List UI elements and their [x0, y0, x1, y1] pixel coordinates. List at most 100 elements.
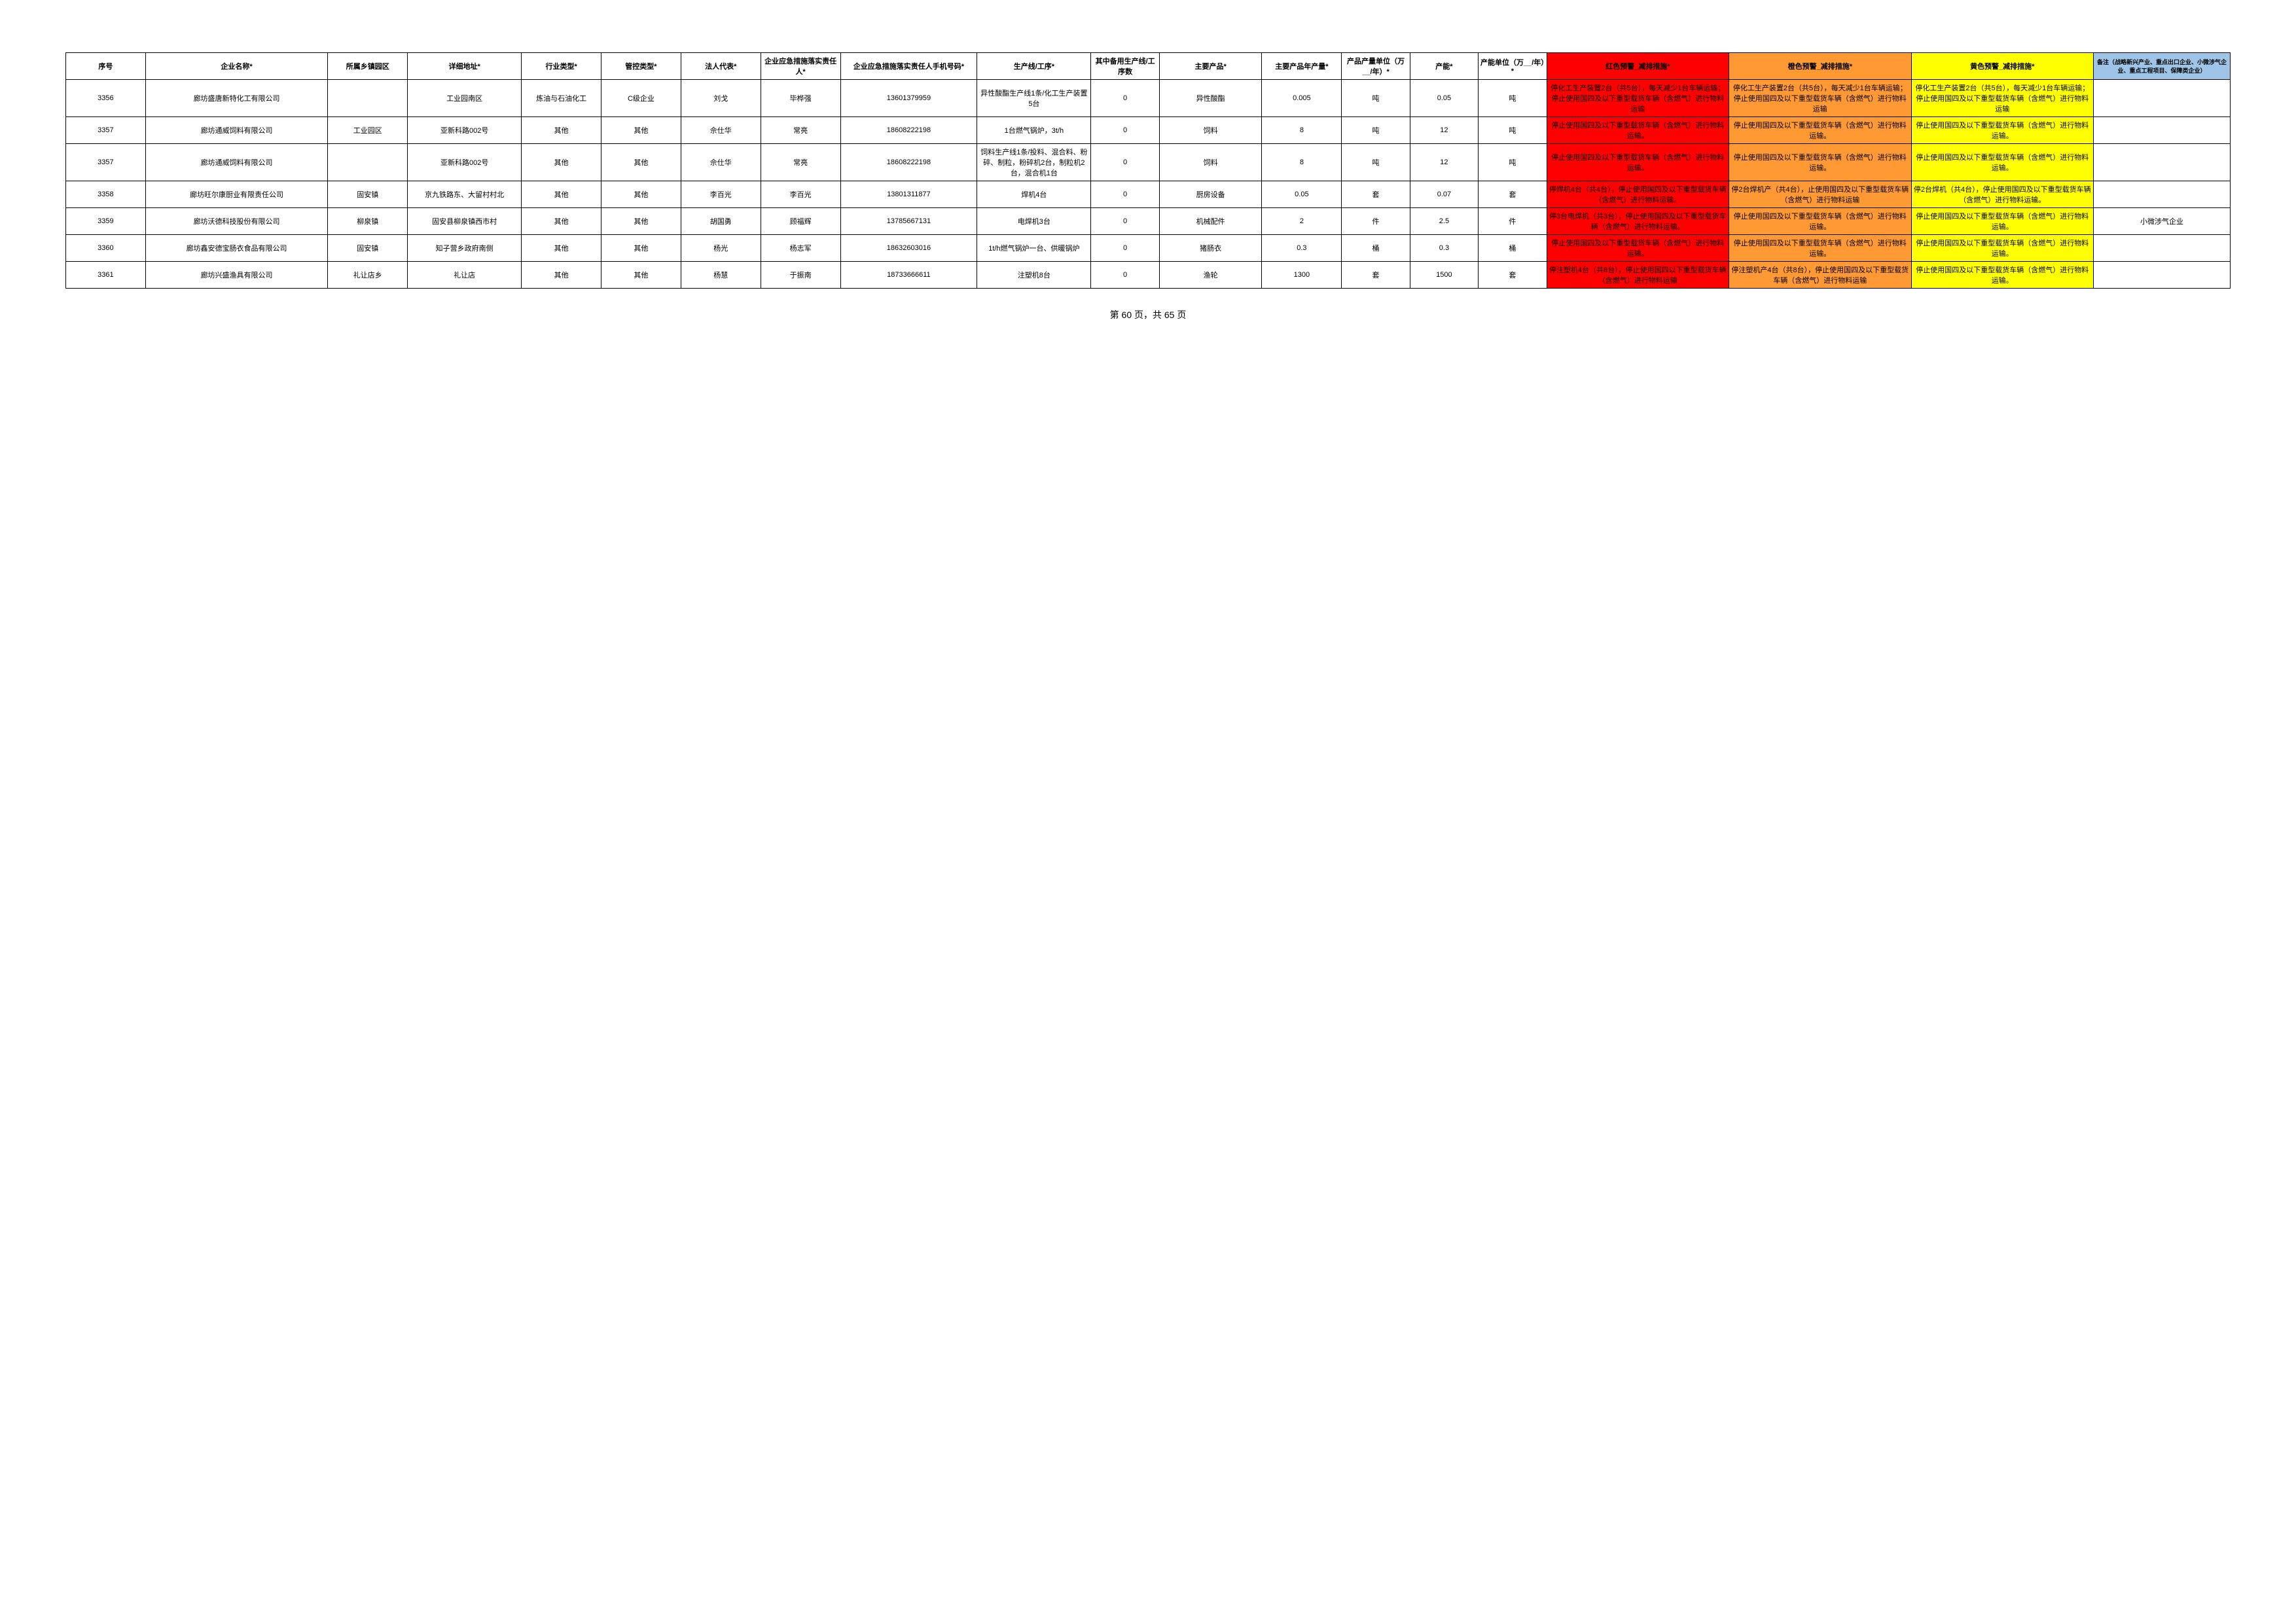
cell-capacity: 0.3 — [1410, 235, 1478, 262]
enterprise-emission-table: 序号企业名称*所属乡镇园区详细地址*行业类型*管控类型*法人代表*企业应急措施落… — [65, 52, 2231, 289]
table-row: 3357廊坊通威饲料有限公司亚新科路002号其他其他佘仕华常亮186082221… — [66, 144, 2231, 181]
cell-red: 停3台电焊机（共3台），停止使用国四及以下重型载货车辆（含燃气）进行物料运输。 — [1547, 208, 1729, 235]
cell-product: 渔轮 — [1159, 262, 1262, 289]
col-header-2: 所属乡镇园区 — [328, 53, 408, 80]
col-header-17: 橙色预警_减排措施* — [1729, 53, 1911, 80]
cell-orange: 停2台焊机产（共4台），止使用国四及以下重型载货车辆（含燃气）进行物料运输 — [1729, 181, 1911, 208]
cell-red: 停注塑机4台（共8台），停止使用国四以下重型载货车辆（含燃气）进行物料运输 — [1547, 262, 1729, 289]
cell-town: 柳泉镇 — [328, 208, 408, 235]
cell-legal: 胡国勇 — [681, 208, 761, 235]
cell-phone: 18608222198 — [840, 144, 977, 181]
cell-control: 其他 — [601, 181, 681, 208]
col-header-16: 红色预警_减排措施* — [1547, 53, 1729, 80]
cell-control: 其他 — [601, 208, 681, 235]
cell-line: 焊机4台 — [977, 181, 1091, 208]
col-header-11: 主要产品* — [1159, 53, 1262, 80]
cell-town: 固安镇 — [328, 235, 408, 262]
cell-notes — [2094, 235, 2231, 262]
cell-yellow: 停止使用国四及以下重型载货车辆（含燃气）进行物料运输。 — [1911, 117, 2093, 144]
table-row: 3360廊坊鑫安德宝肠衣食品有限公司固安镇知子营乡政府南侧其他其他杨光杨志军18… — [66, 235, 2231, 262]
cell-capacity: 2.5 — [1410, 208, 1478, 235]
cell-notes — [2094, 144, 2231, 181]
cell-name: 廊坊鑫安德宝肠衣食品有限公司 — [145, 235, 327, 262]
cell-address: 知子营乡政府南侧 — [408, 235, 522, 262]
cell-notes — [2094, 262, 2231, 289]
cell-person: 毕桦强 — [761, 80, 840, 117]
col-header-15: 产能单位（万__/年）* — [1479, 53, 1547, 80]
cell-orange: 停止使用国四及以下重型载货车辆（含燃气）进行物料运输。 — [1729, 144, 1911, 181]
col-header-7: 企业应急措施落实责任人* — [761, 53, 840, 80]
cell-yellow: 停止使用国四及以下重型载货车辆（含燃气）进行物料运输。 — [1911, 262, 2093, 289]
cell-capacity: 1500 — [1410, 262, 1478, 289]
cell-name: 廊坊通威饲料有限公司 — [145, 117, 327, 144]
cell-person: 常亮 — [761, 144, 840, 181]
cell-phone: 18608222198 — [840, 117, 977, 144]
cell-output_unit: 吨 — [1342, 144, 1410, 181]
cell-yellow: 停2台焊机（共4台），停止使用国四及以下重型载货车辆（含燃气）进行物料运输。 — [1911, 181, 2093, 208]
cell-output_unit: 吨 — [1342, 80, 1410, 117]
cell-capacity_unit: 桶 — [1479, 235, 1547, 262]
cell-capacity_unit: 套 — [1479, 181, 1547, 208]
cell-orange: 停化工生产装置2台（共5台），每天减少1台车辆运输；停止使用国四及以下重型载货车… — [1729, 80, 1911, 117]
table-row: 3358廊坊旺尔康厨业有限责任公司固安镇京九铁路东、大留村村北其他其他李百光李百… — [66, 181, 2231, 208]
cell-capacity_unit: 件 — [1479, 208, 1547, 235]
cell-legal: 佘仕华 — [681, 144, 761, 181]
cell-output: 1300 — [1262, 262, 1342, 289]
cell-person: 李百光 — [761, 181, 840, 208]
cell-control: 其他 — [601, 262, 681, 289]
cell-capacity: 12 — [1410, 117, 1478, 144]
cell-capacity: 0.05 — [1410, 80, 1478, 117]
cell-yellow: 停止使用国四及以下重型载货车辆（含燃气）进行物料运输。 — [1911, 144, 2093, 181]
cell-industry: 炼油与石油化工 — [522, 80, 601, 117]
cell-red: 停止使用国四及以下重型载货车辆（含燃气）进行物料运输。 — [1547, 235, 1729, 262]
cell-red: 停焊机4台（共4台），停止使用国四及以下重型载货车辆（含燃气）进行物料运输。 — [1547, 181, 1729, 208]
col-header-10: 其中备用生产线/工序数 — [1091, 53, 1159, 80]
cell-name: 廊坊盛唐新特化工有限公司 — [145, 80, 327, 117]
cell-line: 异性酸酯生产线1条/化工生产装置5台 — [977, 80, 1091, 117]
cell-orange: 停止使用国四及以下重型载货车辆（含燃气）进行物料运输。 — [1729, 117, 1911, 144]
cell-capacity_unit: 吨 — [1479, 117, 1547, 144]
cell-town: 工业园区 — [328, 117, 408, 144]
cell-phone: 18733666611 — [840, 262, 977, 289]
cell-address: 礼让店 — [408, 262, 522, 289]
cell-output: 0.05 — [1262, 181, 1342, 208]
cell-address: 亚新科路002号 — [408, 144, 522, 181]
table-row: 3356廊坊盛唐新特化工有限公司工业园南区炼油与石油化工C级企业刘戈毕桦强136… — [66, 80, 2231, 117]
cell-product: 机械配件 — [1159, 208, 1262, 235]
cell-name: 廊坊兴盛渔具有限公司 — [145, 262, 327, 289]
col-header-1: 企业名称* — [145, 53, 327, 80]
col-header-8: 企业应急措施落实责任人手机号码* — [840, 53, 977, 80]
cell-red: 停化工生产装置2台（共5台），每天减少1台车辆运输；停止使用国四及以下重型载货车… — [1547, 80, 1729, 117]
cell-output_unit: 件 — [1342, 208, 1410, 235]
cell-output_unit: 吨 — [1342, 117, 1410, 144]
cell-capacity_unit: 吨 — [1479, 144, 1547, 181]
cell-output_unit: 套 — [1342, 181, 1410, 208]
cell-output_unit: 桶 — [1342, 235, 1410, 262]
cell-backup: 0 — [1091, 117, 1159, 144]
cell-product: 猪肠衣 — [1159, 235, 1262, 262]
cell-product: 饲料 — [1159, 144, 1262, 181]
col-header-18: 黄色预警_减排措施* — [1911, 53, 2093, 80]
cell-seq: 3357 — [66, 117, 146, 144]
cell-output: 2 — [1262, 208, 1342, 235]
cell-legal: 杨光 — [681, 235, 761, 262]
cell-output: 8 — [1262, 117, 1342, 144]
cell-backup: 0 — [1091, 208, 1159, 235]
cell-address: 固安县柳泉镇西市村 — [408, 208, 522, 235]
col-header-6: 法人代表* — [681, 53, 761, 80]
cell-seq: 3359 — [66, 208, 146, 235]
cell-address: 京九铁路东、大留村村北 — [408, 181, 522, 208]
table-row: 3359廊坊沃德科技股份有限公司柳泉镇固安县柳泉镇西市村其他其他胡国勇顾福辉13… — [66, 208, 2231, 235]
cell-backup: 0 — [1091, 235, 1159, 262]
cell-industry: 其他 — [522, 117, 601, 144]
cell-industry: 其他 — [522, 144, 601, 181]
cell-capacity: 0.07 — [1410, 181, 1478, 208]
cell-address: 工业园南区 — [408, 80, 522, 117]
cell-person: 常亮 — [761, 117, 840, 144]
col-header-14: 产能* — [1410, 53, 1478, 80]
cell-line: 饲料生产线1条/投料、混合料、粉碎、制粒，粉碎机2台，制粒机2台，混合机1台 — [977, 144, 1091, 181]
cell-notes — [2094, 117, 2231, 144]
table-row: 3357廊坊通威饲料有限公司工业园区亚新科路002号其他其他佘仕华常亮18608… — [66, 117, 2231, 144]
table-row: 3361廊坊兴盛渔具有限公司礼让店乡礼让店其他其他杨慧于振南1873366661… — [66, 262, 2231, 289]
cell-seq: 3357 — [66, 144, 146, 181]
